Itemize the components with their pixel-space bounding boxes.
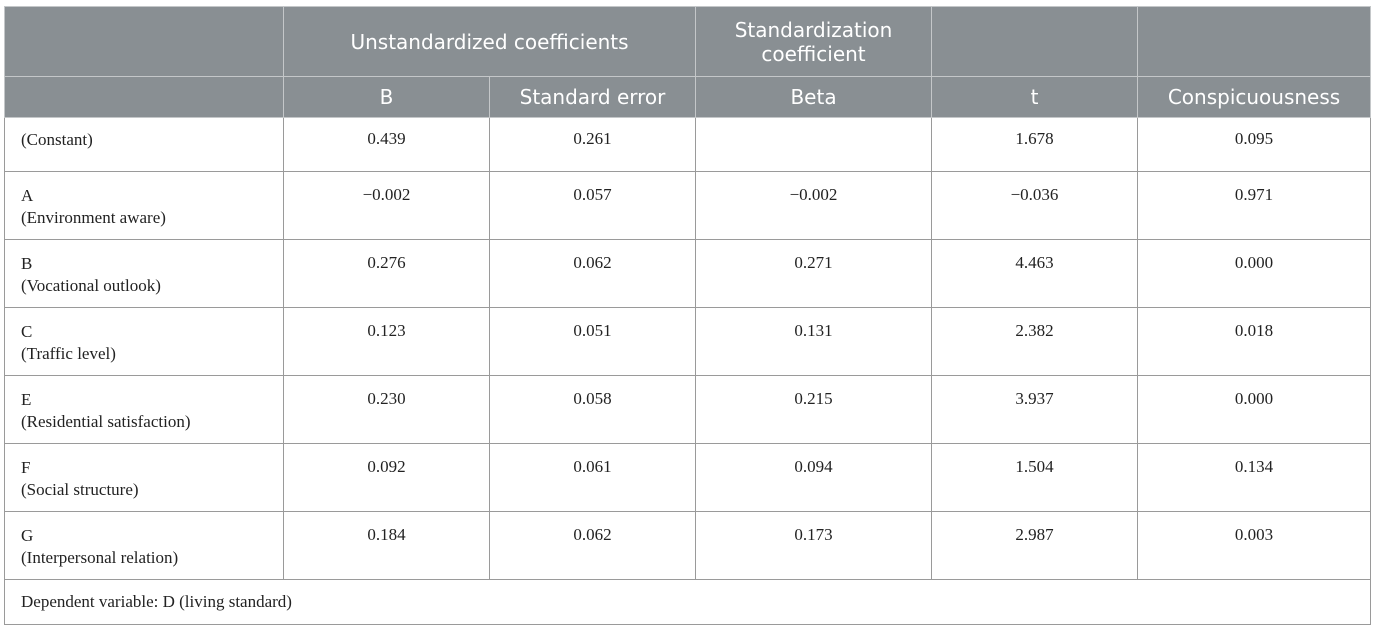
cell-beta [695,117,933,172]
row-label: (Constant) [4,117,284,172]
cell-t: 3.937 [931,375,1139,444]
table-row: C (Traffic level) 0.123 0.051 0.131 2.382… [4,307,1372,376]
table-row: (Constant) 0.439 0.261 1.678 0.095 [4,117,1372,172]
cell-standard-error: 0.051 [488,307,697,376]
cell-conspicuousness: 0.971 [1137,171,1372,240]
cell-beta: −0.002 [695,171,933,240]
table-row: A (Environment aware) −0.002 0.057 −0.002… [4,171,1372,240]
cell-conspicuousness: 0.018 [1137,307,1372,376]
row-label: E (Residential satisfaction) [4,375,284,444]
cell-conspicuousness: 0.134 [1137,443,1372,512]
footer-note: Dependent variable: D (living standard) [3,579,1372,625]
row-description: (Social structure) [21,480,139,499]
table-header: Unstandardized coefficients Standardizat… [4,6,1372,118]
table-row: B (Vocational outlook) 0.276 0.062 0.271 … [4,239,1372,308]
cell-conspicuousness: 0.095 [1137,117,1372,172]
table-body: (Constant) 0.439 0.261 1.678 0.095 A (Env… [4,117,1372,580]
row-code: F [21,458,31,477]
row-code: G [21,526,34,545]
footer-row: Dependent variable: D (living standard) [3,579,1372,625]
table-row: E (Residential satisfaction) 0.230 0.058 … [4,375,1372,444]
row-label: G (Interpersonal relation) [4,511,284,580]
header-row-groups: Unstandardized coefficients Standardizat… [4,6,1372,77]
cell-beta: 0.215 [695,375,933,444]
header-b: B [283,76,490,118]
row-description: (Residential satisfaction) [21,412,191,431]
regression-coefficients-table: Unstandardized coefficients Standardizat… [3,6,1372,625]
cell-t: −0.036 [931,171,1139,240]
header-empty-t [931,6,1139,77]
row-label: C (Traffic level) [4,307,284,376]
row-code: A [21,186,34,205]
cell-beta: 0.094 [695,443,933,512]
cell-conspicuousness: 0.003 [1137,511,1372,580]
cell-beta: 0.131 [695,307,933,376]
row-label: A (Environment aware) [4,171,284,240]
row-description: (Traffic level) [21,344,116,363]
cell-b: 0.439 [283,117,490,172]
regression-table-container: Unstandardized coefficients Standardizat… [3,6,1372,625]
cell-standard-error: 0.057 [488,171,697,240]
cell-t: 2.382 [931,307,1139,376]
header-standardization-coefficient: Standardization coefficient [695,6,933,77]
row-code: E [21,390,32,409]
row-code: (Constant) [21,130,93,149]
table-row: G (Interpersonal relation) 0.184 0.062 0.… [4,511,1372,580]
row-description: (Interpersonal relation) [21,548,179,567]
header-empty-sig [1137,6,1372,77]
cell-standard-error: 0.062 [488,239,697,308]
header-empty-label [4,76,284,118]
header-beta: Beta [695,76,933,118]
header-standard-error: Standard error [488,76,697,118]
cell-standard-error: 0.058 [488,375,697,444]
table-footer: Dependent variable: D (living standard) [3,579,1372,625]
header-empty-cell [4,6,284,77]
row-label: F (Social structure) [4,443,284,512]
row-label: B (Vocational outlook) [4,239,284,308]
row-code: B [21,254,33,273]
cell-beta: 0.271 [695,239,933,308]
row-description: (Environment aware) [21,208,166,227]
cell-standard-error: 0.061 [488,443,697,512]
cell-beta: 0.173 [695,511,933,580]
header-t: t [931,76,1139,118]
cell-b: 0.092 [283,443,490,512]
cell-standard-error: 0.261 [488,117,697,172]
cell-b: 0.276 [283,239,490,308]
row-description: (Vocational outlook) [21,276,161,295]
cell-t: 1.504 [931,443,1139,512]
header-conspicuousness: Conspicuousness [1137,76,1372,118]
cell-t: 4.463 [931,239,1139,308]
cell-b: 0.230 [283,375,490,444]
cell-b: 0.123 [283,307,490,376]
cell-t: 1.678 [931,117,1139,172]
row-code: C [21,322,33,341]
cell-conspicuousness: 0.000 [1137,375,1372,444]
table-row: F (Social structure) 0.092 0.061 0.094 1.… [4,443,1372,512]
cell-conspicuousness: 0.000 [1137,239,1372,308]
cell-b: −0.002 [283,171,490,240]
cell-standard-error: 0.062 [488,511,697,580]
header-row-columns: B Standard error Beta t Conspicuousness [4,76,1372,118]
header-unstandardized-coefficients: Unstandardized coefficients [282,6,697,77]
cell-t: 2.987 [931,511,1139,580]
cell-b: 0.184 [283,511,490,580]
